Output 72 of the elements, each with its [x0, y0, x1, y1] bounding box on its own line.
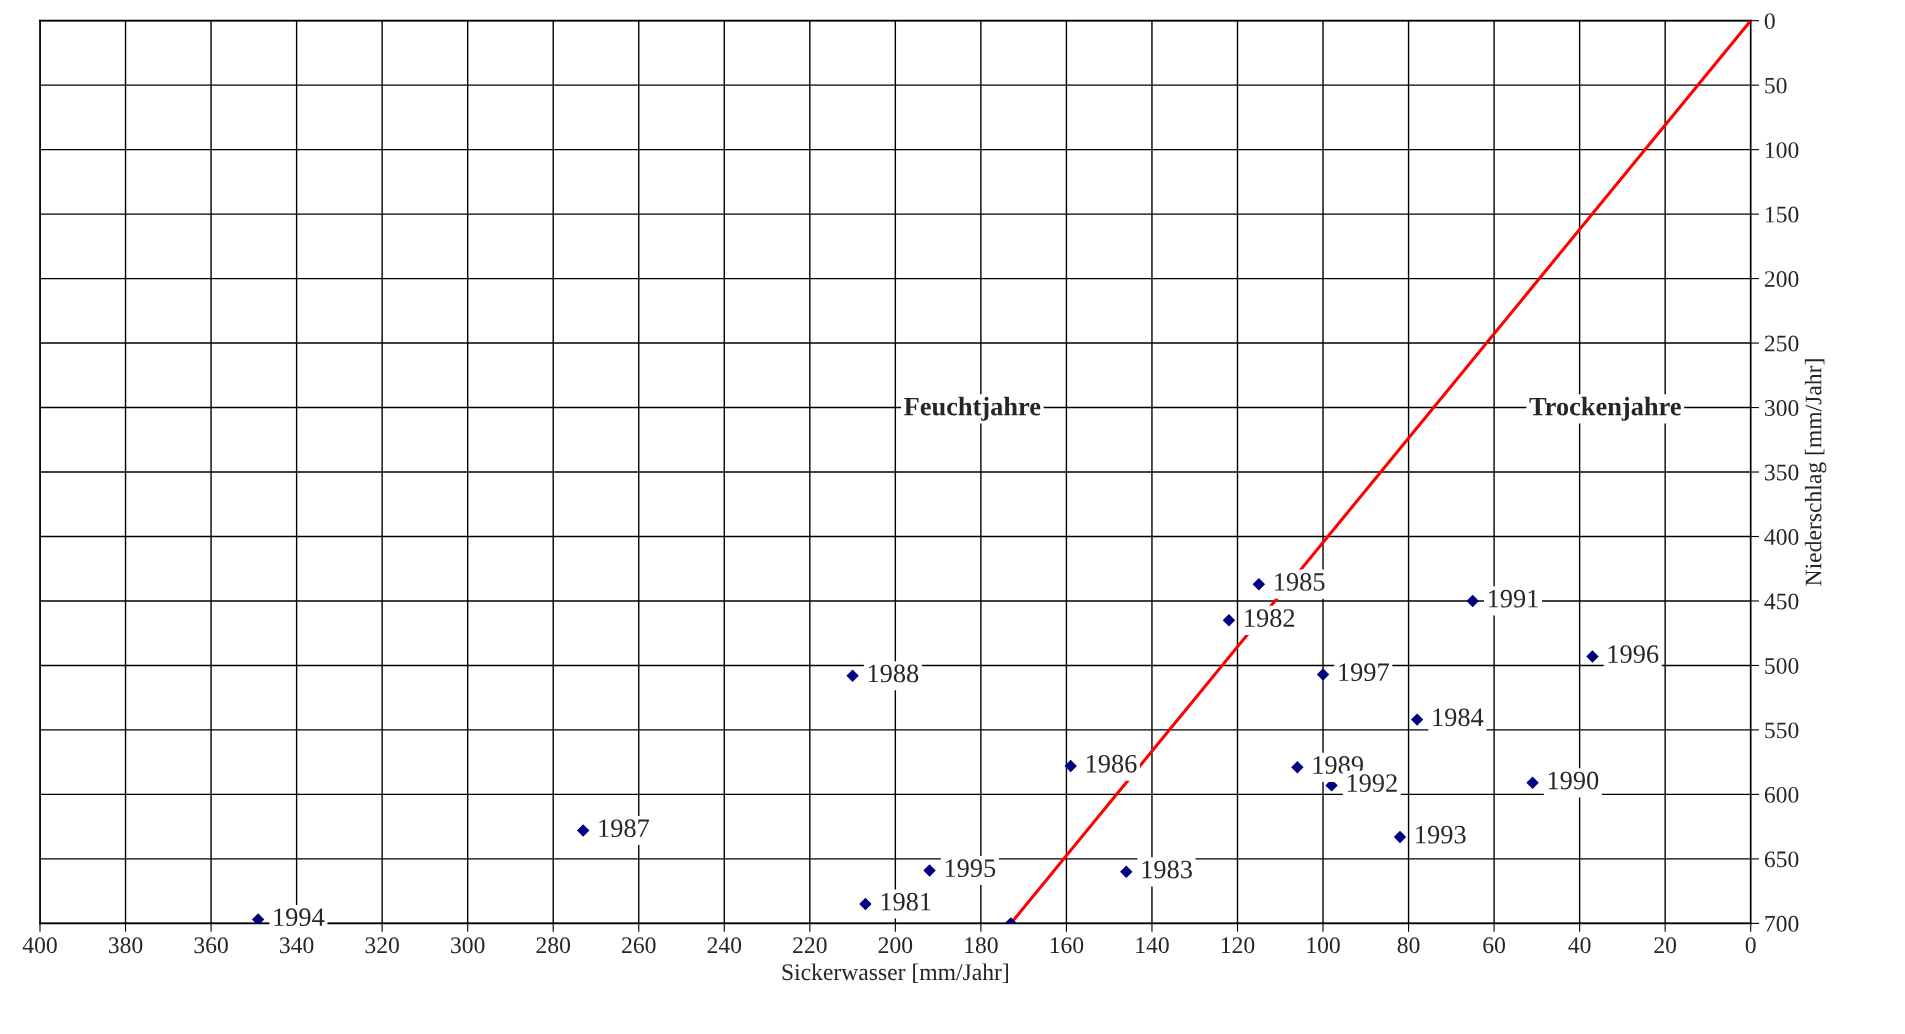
point	[923, 864, 936, 877]
x-tick-label: 20	[1654, 937, 1677, 954]
x-tick-label: 400	[22, 937, 57, 954]
point	[1393, 830, 1407, 844]
x-tick-label: 120	[1221, 937, 1255, 954]
y-tick-label: 700	[1765, 915, 1799, 932]
annotation: 1985	[1275, 573, 1325, 591]
point	[846, 669, 859, 682]
point	[1586, 650, 1599, 663]
annotation: 1984	[1433, 708, 1484, 727]
point	[1222, 614, 1236, 627]
point	[1466, 594, 1479, 608]
y-tick-label: 500	[1765, 657, 1799, 674]
point	[1064, 759, 1077, 773]
y-tick-label: 50	[1765, 77, 1787, 94]
y-tick-label: 450	[1764, 593, 1799, 610]
x-tick-label: 140	[1136, 937, 1169, 954]
x-tick-label: 80	[1397, 937, 1420, 954]
y-tick-label: 550	[1765, 722, 1799, 739]
x-tick-label: 320	[365, 937, 399, 954]
y-tick-label: 200	[1764, 271, 1799, 288]
point	[1410, 713, 1424, 726]
x-tick-label: 180	[965, 937, 998, 954]
point	[1291, 761, 1304, 774]
y-tick-label: 600	[1764, 786, 1799, 803]
x-tick-label: 60	[1483, 937, 1505, 954]
x-tick-label: 260	[622, 937, 656, 954]
annotation: 1982	[1245, 609, 1295, 627]
y-tick-label: 150	[1765, 206, 1799, 223]
annotation: 1990	[1548, 771, 1599, 790]
x-tick-label: 100	[1307, 937, 1340, 954]
point	[1526, 776, 1539, 790]
x-tick-label: 380	[108, 937, 143, 954]
annotation: 1988	[868, 664, 919, 683]
point	[1120, 865, 1133, 878]
x-tick-label: 220	[793, 937, 827, 954]
annotation: 1993	[1416, 825, 1466, 844]
annotation: 1981	[881, 892, 931, 911]
x-tick-label: 40	[1568, 937, 1591, 954]
y-tick-label: 0	[1764, 13, 1775, 30]
x-axis-title: Sickerwasser [mm/Jahr]	[782, 963, 1009, 984]
annotation: 1995	[945, 859, 996, 878]
annotation: 1987	[599, 819, 650, 838]
y-axis-title: Niederschlag [mm/Jahr]	[1804, 359, 1827, 586]
x-tick-label: 240	[707, 937, 742, 954]
y-tick-label: 350	[1765, 464, 1799, 481]
point	[859, 897, 872, 911]
annotation: Feuchtjahre	[904, 396, 1041, 421]
x-tick-label: 280	[536, 937, 571, 954]
point	[251, 913, 265, 924]
annotation: 1986	[1086, 754, 1137, 773]
y-tick-label: 650	[1764, 851, 1799, 868]
annotation: 1992	[1347, 774, 1397, 792]
x-tick-label: 360	[194, 937, 228, 954]
x-tick-label: 200	[878, 937, 913, 954]
point	[1316, 668, 1330, 681]
annotation: 1983	[1142, 860, 1192, 879]
x-tick-label: 300	[451, 937, 485, 954]
x-tick-label: 160	[1050, 937, 1084, 954]
y-tick-label: 100	[1765, 142, 1799, 159]
point	[1252, 578, 1266, 591]
x-tick-label: 0	[1745, 937, 1756, 954]
annotation: 1994	[274, 908, 325, 927]
y-tick-label: 300	[1765, 400, 1799, 416]
point	[576, 824, 590, 837]
y-tick-label: 250	[1764, 335, 1799, 352]
annotation: 1991	[1488, 589, 1538, 608]
y-tick-label: 400	[1764, 528, 1799, 545]
annotation: 1997	[1339, 663, 1389, 682]
annotation: Trockenjahre	[1529, 396, 1681, 421]
x-tick-label: 340	[280, 937, 314, 954]
annotation: 1996	[1608, 645, 1659, 664]
